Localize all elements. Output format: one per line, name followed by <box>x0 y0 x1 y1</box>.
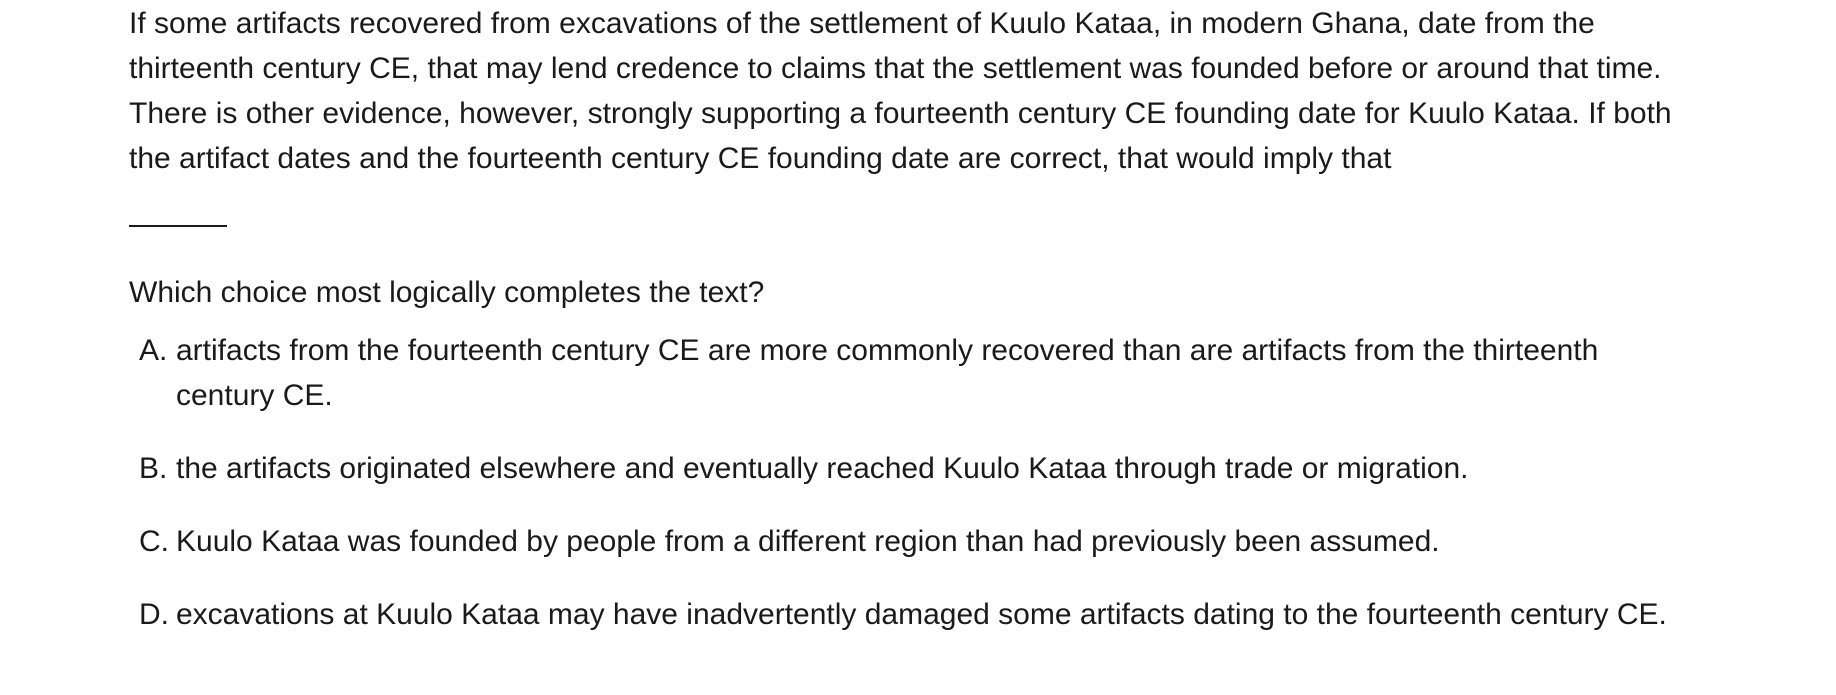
choice-b-text: the artifacts originated elsewhere and e… <box>176 452 1469 485</box>
question-prompt: Which choice most logically completes th… <box>129 276 765 309</box>
choice-b-letter: B. <box>139 452 168 485</box>
choice-c[interactable]: C. Kuulo Kataa was founded by people fro… <box>129 519 1689 564</box>
question-container: If some artifacts recovered from excavat… <box>129 0 1689 665</box>
choice-c-letter: C. <box>139 525 169 558</box>
choice-d[interactable]: D. excavations at Kuulo Kataa may have i… <box>129 592 1689 637</box>
choice-a[interactable]: A. artifacts from the fourteenth century… <box>129 328 1689 418</box>
choice-b[interactable]: B. the artifacts originated elsewhere an… <box>129 446 1689 491</box>
answer-blank <box>129 225 227 227</box>
choice-c-text: Kuulo Kataa was founded by people from a… <box>176 525 1440 558</box>
choice-a-text: artifacts from the fourteenth century CE… <box>176 334 1599 412</box>
passage-text: If some artifacts recovered from excavat… <box>129 7 1672 175</box>
answer-choices: A. artifacts from the fourteenth century… <box>129 328 1689 637</box>
choice-d-letter: D. <box>139 598 169 631</box>
choice-a-letter: A. <box>139 334 168 367</box>
choice-d-text: excavations at Kuulo Kataa may have inad… <box>176 598 1667 631</box>
